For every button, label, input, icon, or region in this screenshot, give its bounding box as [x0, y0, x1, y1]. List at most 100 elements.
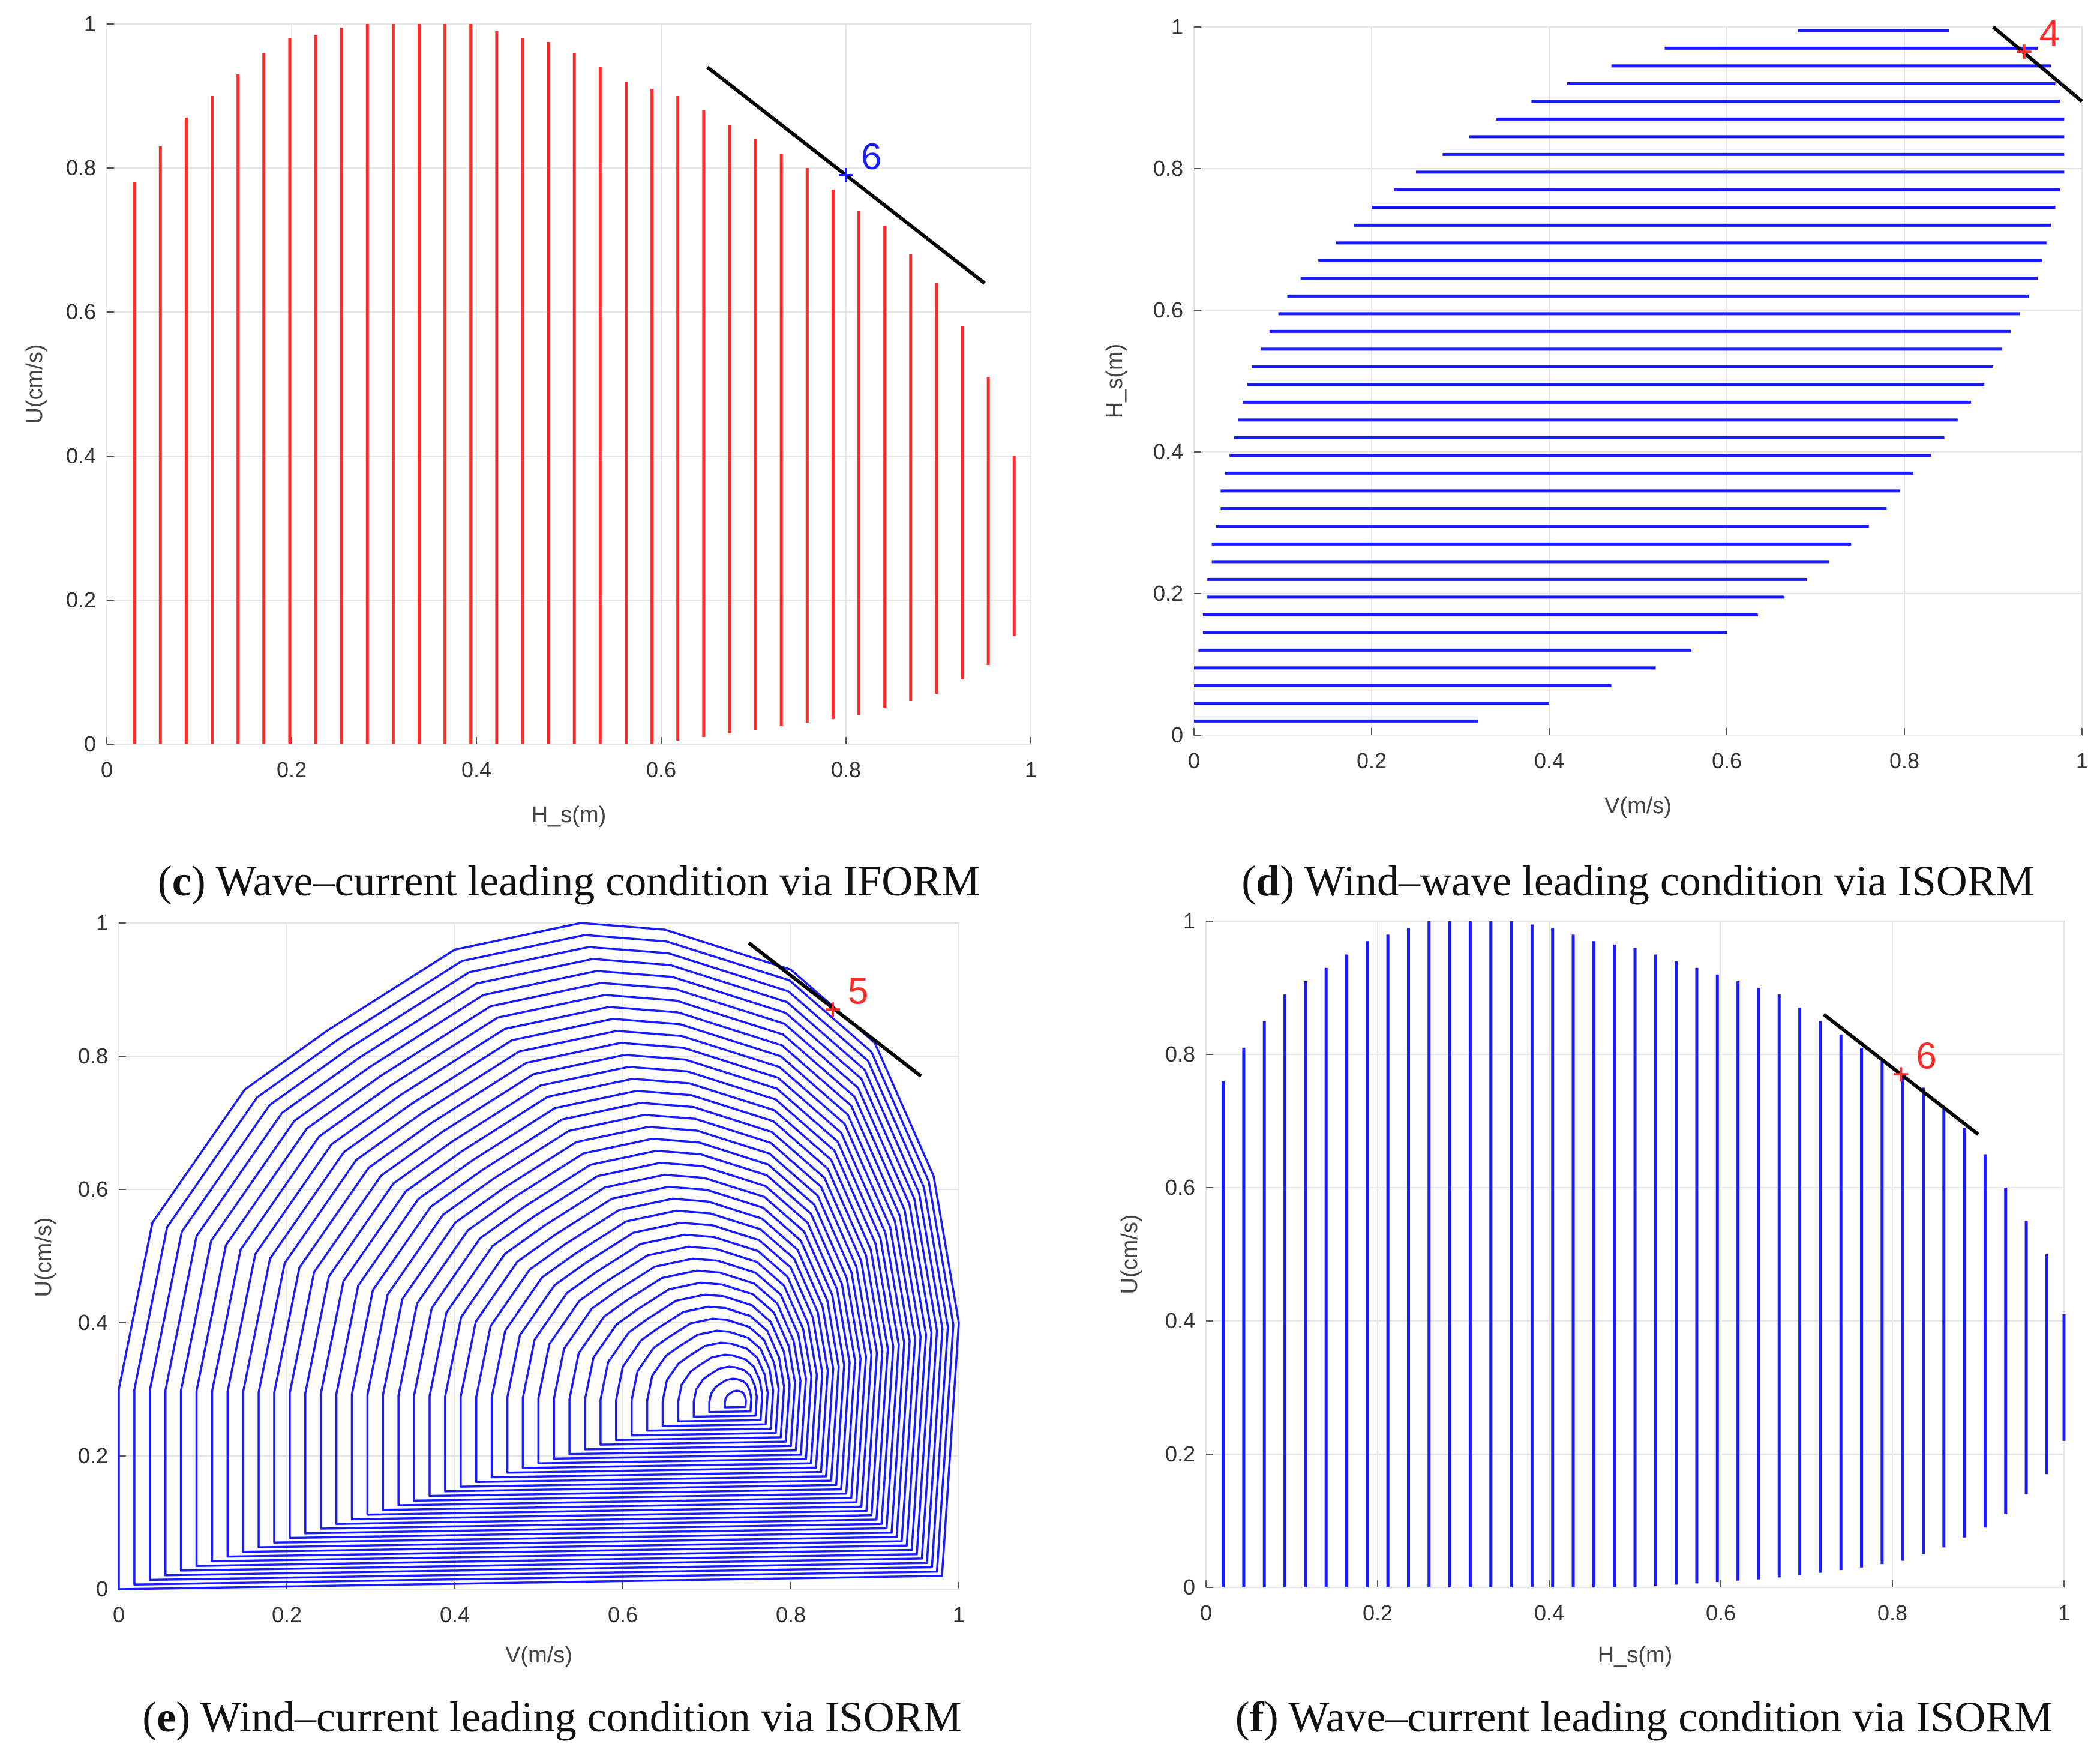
contour-line: [724, 1389, 747, 1409]
tangent-line: [1992, 25, 2083, 103]
contour-line: [537, 1245, 813, 1464]
panel-e: 5 0 0.2 0.4 0.6 0.8 1 0 0.2 0.4 0.6 0.8 1 V(m/s) U…: [31, 910, 965, 1741]
plot-area: [106, 23, 1031, 745]
contour-line: [413, 1149, 856, 1502]
contour-line: [335, 1089, 884, 1525]
overlay: 6: [1822, 1013, 1979, 1136]
contour-line: [118, 922, 960, 1590]
y-tick-label: 0.6: [66, 299, 96, 324]
contour-line: [521, 1233, 818, 1469]
y-tick-label: 0.2: [78, 1443, 108, 1468]
y-tick-label: 0.8: [78, 1044, 108, 1068]
y-axis-label: U(cm/s): [31, 1218, 56, 1297]
y-axis-label: U(cm/s): [22, 344, 47, 424]
contour-line: [289, 1054, 900, 1539]
design-point-label: 4: [2039, 13, 2060, 54]
x-tick-label: 0.2: [1363, 1601, 1393, 1625]
x-tick-label: 0.2: [272, 1602, 302, 1627]
contour-line: [630, 1317, 780, 1437]
y-axis-label: H_s(m): [1102, 344, 1127, 419]
contour-line: [164, 958, 944, 1577]
contour-line: [242, 1018, 916, 1553]
x-tick-label: 0.6: [608, 1602, 638, 1627]
x-axis-label: V(m/s): [505, 1643, 572, 1668]
x-tick-label: 0.6: [1706, 1601, 1736, 1625]
contour-marks: [1222, 921, 2066, 1587]
y-tick-label: 0: [84, 732, 96, 756]
y-tick-label: 0.2: [1153, 581, 1183, 606]
contour-line: [506, 1221, 824, 1474]
panel-f: 6 0 0.2 0.4 0.6 0.8 1 0 0.2 0.4 0.6 0.8 1 H_s(m) U…: [1117, 909, 2070, 1741]
contour-line: [179, 970, 938, 1572]
y-tick-label: 0.8: [1153, 156, 1183, 181]
contour-line: [319, 1077, 889, 1530]
design-point-label: 6: [1916, 1035, 1936, 1077]
x-axis-label: H_s(m): [532, 802, 607, 828]
contour-line: [428, 1161, 851, 1497]
contour-line: [226, 1006, 922, 1558]
x-tick-label: 0.8: [831, 757, 861, 782]
contour-line: [444, 1173, 845, 1493]
y-tick-label: 0.4: [1165, 1308, 1195, 1333]
panel-c: 6 0 0.2 0.4 0.6 0.8 1 0 0.2 0.4 0.6 0.8 1 H_s(m) U…: [22, 11, 1037, 905]
contour-line: [692, 1365, 758, 1418]
x-tick-label: 0.8: [1889, 748, 1919, 773]
x-tick-labels: 0 0.2 0.4 0.6 0.8 1: [1200, 1601, 2070, 1625]
y-tick-labels: 0 0.2 0.4 0.6 0.8 1: [1153, 14, 1183, 747]
x-tick-labels: 0 0.2 0.4 0.6 0.8 1: [113, 1602, 965, 1627]
y-tick-label: 1: [1171, 14, 1183, 39]
caption: (c) Wave–current leading condition via I…: [158, 857, 980, 905]
y-tick-label: 0.2: [1165, 1442, 1195, 1466]
y-tick-label: 0.8: [1165, 1042, 1195, 1066]
x-tick-label: 1: [953, 1602, 965, 1627]
contour-line: [677, 1353, 764, 1423]
y-tick-labels: 0 0.2 0.4 0.6 0.8 1: [1165, 909, 1195, 1599]
contour-line: [584, 1281, 796, 1451]
x-axis-label: H_s(m): [1598, 1643, 1673, 1668]
y-tick-label: 0.4: [1153, 439, 1183, 464]
x-tick-label: 1: [1025, 757, 1037, 782]
x-tick-label: 0: [1188, 748, 1200, 773]
contour-line: [708, 1377, 752, 1413]
y-tick-label: 0.4: [66, 444, 96, 468]
contour-line: [257, 1030, 911, 1548]
y-tick-labels: 0 0.2 0.4 0.6 0.8 1: [66, 11, 96, 756]
overlay: 4: [1992, 13, 2083, 103]
x-tick-label: 0.6: [646, 757, 676, 782]
caption: (f) Wave–current leading condition via I…: [1235, 1693, 2053, 1741]
x-axis-label: V(m/s): [1604, 793, 1672, 819]
x-tick-label: 0: [113, 1602, 125, 1627]
contour-line: [475, 1197, 835, 1484]
y-tick-label: 0.6: [1165, 1175, 1195, 1200]
grid: [1193, 26, 2083, 736]
x-tick-label: 0.8: [1877, 1601, 1907, 1625]
contour-line: [304, 1066, 895, 1535]
contour-line: [133, 934, 955, 1586]
overlay: 5: [748, 941, 922, 1078]
contour-line: [599, 1293, 791, 1446]
x-tick-label: 1: [2076, 748, 2088, 773]
contour-line: [490, 1209, 829, 1479]
x-tick-label: 0.6: [1712, 748, 1742, 773]
contour-line: [397, 1137, 862, 1506]
contour-line: [460, 1185, 840, 1488]
design-point-label: 5: [848, 970, 868, 1012]
x-tick-label: 0.4: [440, 1602, 470, 1627]
y-tick-label: 0.2: [66, 588, 96, 612]
contour-line: [273, 1042, 905, 1544]
y-tick-label: 0.6: [78, 1177, 108, 1201]
x-tick-label: 0.4: [1534, 1601, 1564, 1625]
x-tick-labels: 0 0.2 0.4 0.6 0.8 1: [1188, 748, 2088, 773]
contour-marks: [133, 24, 1016, 744]
y-tick-label: 0: [1171, 723, 1183, 747]
contour-line: [350, 1101, 878, 1521]
y-tick-label: 0: [1183, 1575, 1195, 1599]
x-tick-label: 0.8: [776, 1602, 806, 1627]
x-tick-label: 0.2: [1357, 748, 1387, 773]
y-tick-label: 0.6: [1153, 298, 1183, 322]
contour-line: [382, 1125, 868, 1511]
overlay: 6: [706, 65, 986, 285]
grid: [106, 23, 1031, 745]
design-point-label: 6: [861, 136, 881, 178]
